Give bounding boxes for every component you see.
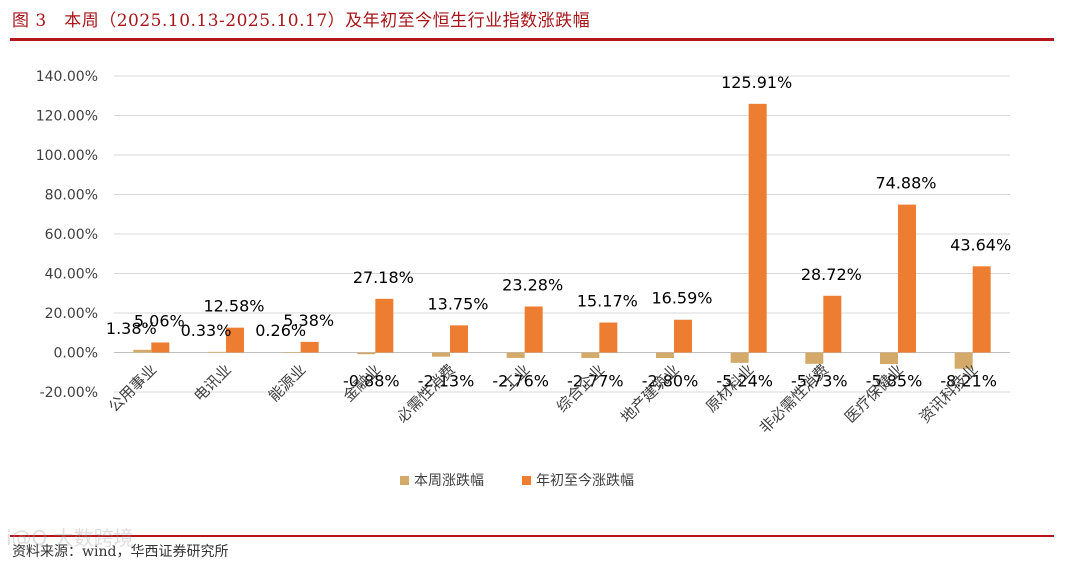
legend-swatch-ytd bbox=[522, 476, 531, 485]
watermark: i@O 大数跨境 bbox=[6, 526, 134, 550]
data-label-ytd: 5.38% bbox=[283, 311, 334, 330]
bar-ytd bbox=[151, 342, 170, 353]
bar-ytd bbox=[226, 327, 244, 353]
x-tick-label: 公用事业 bbox=[105, 361, 160, 416]
source-note: 资料来源：wind，华西证券研究所 bbox=[12, 544, 229, 560]
x-tick-label: 地产建筑业 bbox=[617, 361, 683, 427]
y-tick-label: -20.00% bbox=[40, 385, 98, 401]
legend-label-ytd: 年初至今涨跌幅 bbox=[536, 472, 634, 489]
bar-weekly bbox=[880, 352, 898, 365]
data-label-weekly: 0.33% bbox=[181, 321, 232, 340]
x-tick-label: 能源业 bbox=[265, 361, 310, 406]
bar-weekly bbox=[581, 352, 600, 358]
header-rule bbox=[10, 38, 1054, 41]
bar-weekly bbox=[133, 349, 152, 353]
bar-weekly bbox=[954, 352, 973, 369]
data-label-ytd: 27.18% bbox=[353, 268, 414, 287]
y-tick-label: 0.00% bbox=[54, 346, 98, 362]
y-tick-label: 40.00% bbox=[45, 267, 98, 283]
bar-weekly bbox=[432, 352, 450, 357]
bar-weekly bbox=[282, 351, 301, 353]
data-label-ytd: 12.58% bbox=[203, 297, 264, 316]
bar-ytd bbox=[748, 103, 767, 353]
bar-ytd bbox=[300, 341, 319, 353]
data-label-weekly: -2.13% bbox=[418, 372, 475, 391]
bar-weekly bbox=[208, 351, 226, 353]
bar-weekly bbox=[730, 352, 749, 363]
data-label-ytd: 16.59% bbox=[651, 289, 712, 308]
bar-ytd bbox=[898, 204, 916, 353]
data-label-weekly: -8.21% bbox=[940, 372, 997, 391]
y-axis-ticks: -20.00% 0.00% 20.00% 40.00% 60.00% 80.00% 100.… bbox=[36, 69, 98, 401]
bar-ytd bbox=[674, 319, 692, 353]
y-tick-label: 20.00% bbox=[45, 306, 98, 322]
data-label-ytd: 5.06% bbox=[134, 312, 185, 331]
data-label-weekly: -2.80% bbox=[642, 372, 699, 391]
data-label-ytd: 43.64% bbox=[950, 235, 1011, 254]
y-tick-label: 80.00% bbox=[45, 188, 98, 204]
bar-ytd bbox=[524, 306, 543, 353]
x-tick-label: 医疗保健业 bbox=[841, 361, 907, 427]
bar-ytd bbox=[599, 322, 618, 353]
bar-weekly bbox=[357, 352, 376, 355]
data-label-weekly: -0.88% bbox=[343, 372, 400, 391]
data-label-ytd: 23.28% bbox=[502, 276, 563, 295]
data-label-ytd: 125.91% bbox=[721, 73, 792, 92]
y-tick-label: 120.00% bbox=[36, 109, 98, 125]
gridlines bbox=[114, 75, 1010, 393]
y-tick-label: 60.00% bbox=[45, 227, 98, 243]
chart-title: 图 3 本周（2025.10.13-2025.10.17）及年初至今恒生行业指数… bbox=[12, 11, 591, 31]
legend: 本周涨跌幅 年初至今涨跌幅 bbox=[400, 472, 634, 489]
bar-ytd bbox=[972, 266, 991, 353]
data-label-ytd: 74.88% bbox=[875, 174, 936, 193]
footer-rule bbox=[10, 535, 1054, 537]
legend-swatch-weekly bbox=[400, 476, 409, 485]
legend-label-weekly: 本周涨跌幅 bbox=[414, 473, 484, 489]
bar-weekly bbox=[805, 352, 824, 364]
data-label-weekly: -5.24% bbox=[716, 372, 773, 391]
data-label-weekly: -2.77% bbox=[567, 372, 624, 391]
bar-ytd bbox=[375, 298, 394, 353]
data-label-ytd: 15.17% bbox=[577, 292, 638, 311]
x-tick-label: 必需性消费 bbox=[393, 361, 459, 427]
data-label-weekly: -5.85% bbox=[866, 372, 923, 391]
bar-weekly bbox=[656, 352, 674, 359]
data-label-weekly: 1.38% bbox=[106, 319, 157, 338]
bars bbox=[133, 103, 991, 369]
x-tick-label: 电讯业 bbox=[190, 361, 235, 406]
x-tick-label: 资讯科技业 bbox=[916, 361, 982, 427]
data-label-weekly: -2.76% bbox=[492, 372, 549, 391]
data-label-ytd: 28.72% bbox=[801, 265, 862, 284]
bar-ytd bbox=[450, 325, 468, 353]
y-tick-label: 140.00% bbox=[36, 69, 98, 85]
bar-weekly bbox=[506, 352, 525, 358]
data-label-ytd: 13.75% bbox=[427, 294, 488, 313]
data-label-weekly: -5.73% bbox=[791, 372, 848, 391]
y-tick-label: 100.00% bbox=[36, 148, 98, 164]
data-label-weekly: 0.26% bbox=[255, 321, 306, 340]
data-labels: 1.38%5.06%0.33% 12.58% 0.26%5.38% -0.88% 27.… bbox=[106, 73, 1011, 391]
bar-ytd bbox=[823, 295, 842, 353]
